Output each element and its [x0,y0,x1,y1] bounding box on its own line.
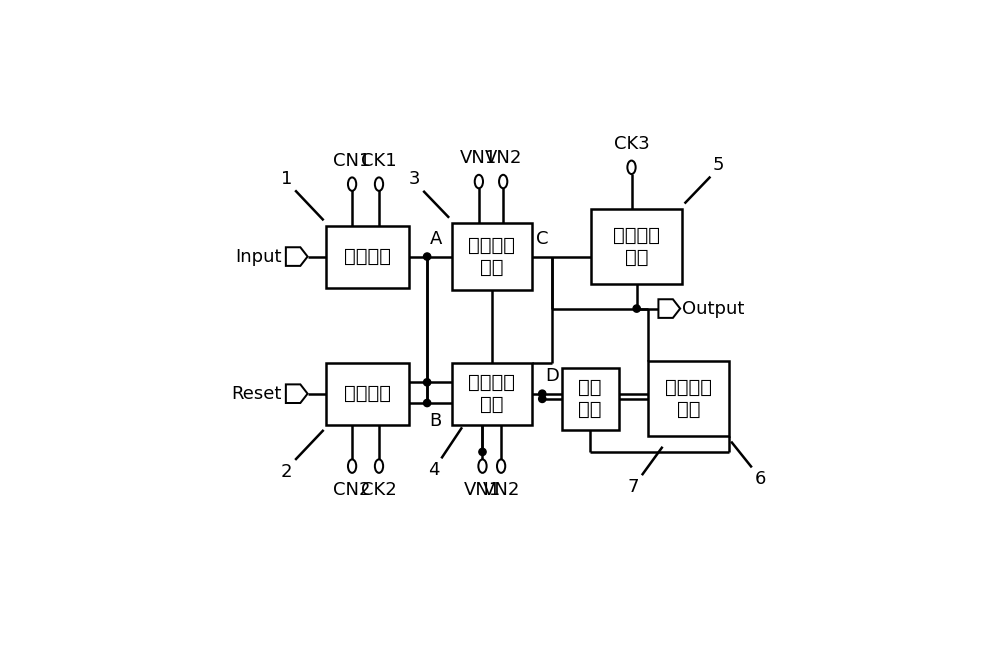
Text: 2: 2 [281,462,293,480]
Circle shape [539,390,546,397]
Text: VN2: VN2 [484,149,522,167]
Text: Output: Output [682,300,745,318]
Polygon shape [286,247,308,266]
Ellipse shape [375,460,383,473]
Bar [452,223,532,290]
Text: 3: 3 [409,170,421,188]
Circle shape [633,305,640,312]
Text: 第一输出
模块: 第一输出 模块 [613,226,660,267]
Ellipse shape [348,460,356,473]
Text: CN1: CN1 [333,152,371,169]
Ellipse shape [475,175,483,188]
Text: A: A [430,230,442,248]
Text: VN1: VN1 [464,480,501,499]
Text: 输入模块: 输入模块 [344,247,391,266]
Circle shape [424,253,431,260]
Bar [326,226,409,288]
Text: CN2: CN2 [333,480,371,499]
Text: C: C [536,230,549,248]
Text: D: D [545,368,559,386]
Text: 降噪
模块: 降噪 模块 [578,378,602,419]
Text: Reset: Reset [231,384,282,403]
Circle shape [424,399,431,407]
Ellipse shape [499,175,507,188]
Ellipse shape [375,177,383,191]
Ellipse shape [478,460,487,473]
Bar [326,363,409,425]
Polygon shape [286,384,308,403]
Text: 1: 1 [281,170,293,187]
Text: 第二控制
模块: 第二控制 模块 [468,373,515,414]
Text: CK1: CK1 [361,152,397,169]
Circle shape [424,379,431,386]
Text: VN1: VN1 [460,149,497,167]
Text: 复位模块: 复位模块 [344,384,391,403]
Text: 第二输出
模块: 第二输出 模块 [665,378,712,419]
Ellipse shape [497,460,505,473]
Text: VN2: VN2 [482,480,520,499]
Circle shape [539,395,546,403]
Ellipse shape [627,161,636,174]
Text: B: B [430,413,442,430]
Text: 4: 4 [428,461,440,479]
Text: Input: Input [235,247,282,265]
Bar [591,209,682,284]
Bar [648,362,729,436]
Text: 7: 7 [628,478,639,496]
Text: 5: 5 [713,156,725,174]
Ellipse shape [348,177,356,191]
Text: 6: 6 [754,470,766,488]
Text: 第一控制
模块: 第一控制 模块 [468,236,515,277]
Circle shape [479,448,486,456]
Polygon shape [658,299,680,318]
Text: CK2: CK2 [361,480,397,499]
Bar [562,368,619,430]
Bar [452,363,532,425]
Text: CK3: CK3 [614,135,649,153]
